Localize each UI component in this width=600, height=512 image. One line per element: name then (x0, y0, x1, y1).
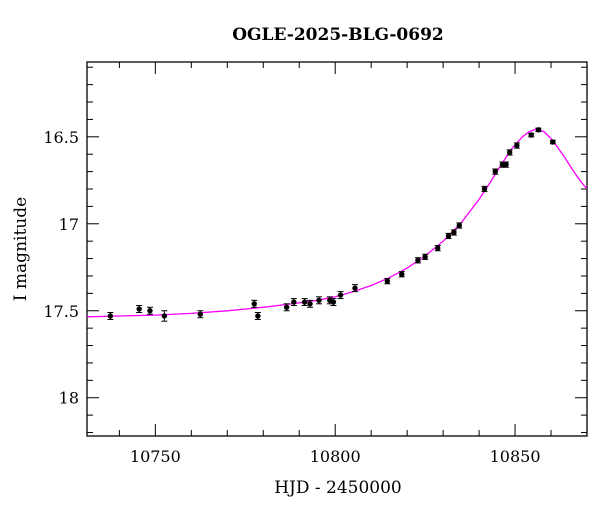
data-point (330, 299, 337, 305)
data-point (528, 132, 534, 138)
data-point (255, 313, 261, 319)
y-tick-label: 16.5 (43, 128, 79, 147)
data-point (456, 222, 463, 229)
data-point (535, 127, 542, 133)
data-point (435, 245, 441, 251)
data-point (316, 297, 322, 304)
plot-frame (86, 61, 588, 437)
data-point (503, 161, 509, 168)
x-tick-label: 10800 (310, 447, 361, 466)
y-tick-label: 17.5 (43, 302, 79, 321)
data-point (197, 311, 204, 317)
data-point (422, 254, 428, 260)
data-point (506, 149, 513, 156)
data-point (251, 301, 257, 307)
x-tick-label: 10850 (490, 447, 541, 466)
data-point (283, 304, 290, 310)
data-point (107, 313, 114, 319)
data-point (337, 292, 344, 298)
chart-title: OGLE-2025-BLG-0692 (232, 25, 444, 45)
data-point (307, 301, 313, 307)
data-point (136, 306, 142, 312)
data-point (147, 308, 153, 314)
model-curve (87, 128, 587, 318)
data-point (384, 278, 391, 284)
data-point (399, 271, 405, 277)
x-tick-label: 10750 (130, 447, 181, 466)
data-point (481, 186, 488, 192)
plot-area: 10750 10800 10850 16.5 17 17.5 18 (43, 61, 588, 466)
x-axis-label: HJD - 2450000 (274, 478, 402, 498)
y-axis-label: I magnitude (11, 197, 31, 301)
data-point (492, 168, 498, 175)
data-point (415, 257, 421, 264)
data-point (291, 299, 297, 305)
y-tick-label: 18 (59, 389, 79, 408)
data-point (352, 285, 358, 291)
data-point (445, 233, 452, 239)
data-point (451, 229, 457, 236)
data-point (550, 139, 556, 145)
y-tick-label: 17 (59, 215, 79, 234)
data-point (514, 142, 520, 149)
data-point (161, 313, 168, 319)
data-point (301, 299, 308, 305)
